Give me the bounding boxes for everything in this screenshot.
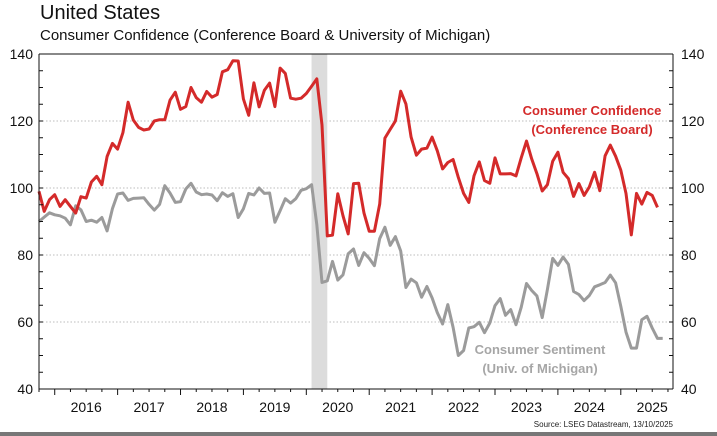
legend: Consumer Confidence (Conference Board) C… [475, 103, 662, 376]
source-note: Source: LSEG Datastream, 13/10/2025 [533, 420, 673, 429]
x-tick-label: 2023 [511, 399, 542, 415]
legend-cs-line1: Consumer Sentiment [475, 342, 606, 357]
left-y-tick-label: 80 [17, 247, 33, 263]
x-tick-label: 2019 [259, 399, 290, 415]
x-tick-label: 2025 [637, 399, 668, 415]
series-michigan-line [38, 181, 663, 357]
legend-cb-line1: Consumer Confidence [523, 103, 662, 118]
x-tick-label: 2020 [322, 399, 353, 415]
x-tick-label: 2022 [448, 399, 479, 415]
series-conference-board-line [37, 59, 659, 238]
left-y-tick-label: 140 [10, 46, 34, 62]
right-y-tick-label: 100 [681, 180, 705, 196]
x-tick-label: 2018 [196, 399, 227, 415]
right-y-tick-label: 60 [681, 314, 697, 330]
left-y-tick-label: 40 [17, 381, 33, 397]
left-y-tick-label: 120 [10, 113, 34, 129]
x-tick-label: 2024 [574, 399, 605, 415]
chart-title: United States [40, 2, 161, 24]
right-y-tick-label: 40 [681, 381, 697, 397]
gridlines [39, 120, 673, 323]
series-lines [37, 59, 663, 357]
x-tick-label: 2017 [133, 399, 164, 415]
left-y-tick-label: 60 [17, 314, 33, 330]
right-y-tick-label: 120 [681, 113, 705, 129]
bottom-rule [0, 432, 717, 436]
chart-subtitle: Consumer Confidence (Conference Board & … [40, 27, 491, 44]
x-tick-label: 2021 [385, 399, 416, 415]
x-tick-label: 2016 [71, 399, 102, 415]
left-y-tick-label: 100 [10, 180, 34, 196]
right-y-tick-label: 140 [681, 46, 705, 62]
legend-cb-line2: (Conference Board) [531, 122, 652, 137]
legend-cs-line2: (Univ. of Michigan) [482, 361, 597, 376]
right-y-tick-label: 80 [681, 247, 697, 263]
axes: 40 40 60 60 80 80 100 100 120 120 140 140 2016 2017 20… [10, 46, 705, 415]
